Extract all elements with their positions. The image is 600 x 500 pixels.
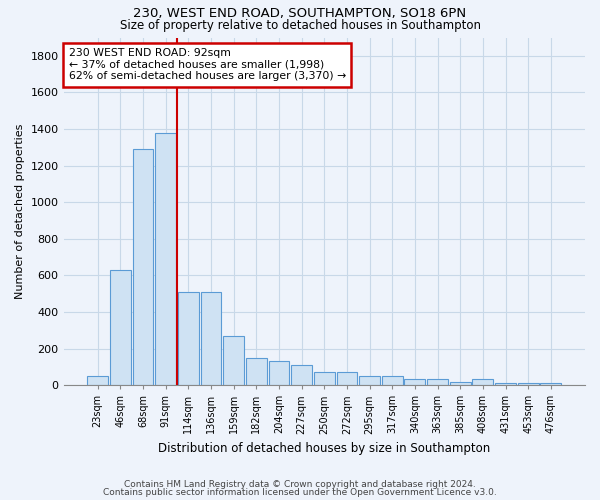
Bar	[110, 270, 131, 385]
Text: 230, WEST END ROAD, SOUTHAMPTON, SO18 6PN: 230, WEST END ROAD, SOUTHAMPTON, SO18 6P…	[133, 8, 467, 20]
Text: Contains public sector information licensed under the Open Government Licence v3: Contains public sector information licen…	[103, 488, 497, 497]
Text: 230 WEST END ROAD: 92sqm
← 37% of detached houses are smaller (1,998)
62% of sem: 230 WEST END ROAD: 92sqm ← 37% of detach…	[69, 48, 346, 81]
Text: Size of property relative to detached houses in Southampton: Size of property relative to detached ho…	[119, 18, 481, 32]
X-axis label: Distribution of detached houses by size in Southampton: Distribution of detached houses by size …	[158, 442, 490, 455]
Bar	[450, 382, 470, 385]
Bar	[269, 362, 289, 385]
Bar	[382, 376, 403, 385]
Bar	[178, 292, 199, 385]
Bar	[223, 336, 244, 385]
Bar	[291, 366, 312, 385]
Bar	[155, 132, 176, 385]
Bar	[200, 292, 221, 385]
Bar	[541, 384, 561, 385]
Bar	[518, 384, 539, 385]
Bar	[246, 358, 267, 385]
Bar	[495, 384, 516, 385]
Bar	[427, 379, 448, 385]
Bar	[87, 376, 108, 385]
Bar	[359, 376, 380, 385]
Bar	[337, 372, 358, 385]
Bar	[404, 379, 425, 385]
Bar	[472, 379, 493, 385]
Bar	[133, 149, 154, 385]
Y-axis label: Number of detached properties: Number of detached properties	[15, 124, 25, 299]
Bar	[314, 372, 335, 385]
Text: Contains HM Land Registry data © Crown copyright and database right 2024.: Contains HM Land Registry data © Crown c…	[124, 480, 476, 489]
